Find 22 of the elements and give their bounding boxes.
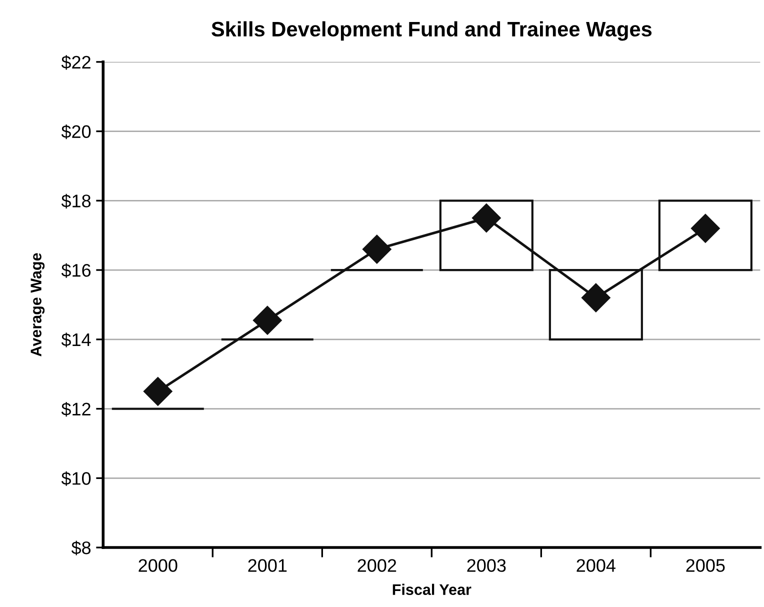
point (472, 204, 501, 232)
y-tick-label: $12 (61, 402, 90, 417)
point (143, 376, 172, 406)
chart-title: Skills Development Fund and Trainee Wages (212, 21, 652, 41)
y-tick-label: $8 (71, 540, 91, 556)
bar (548, 268, 643, 340)
y-tick-label: $20 (61, 124, 91, 140)
x-tick-label: 2000 (138, 559, 178, 572)
point (362, 234, 392, 264)
y-axis-title: Average Wage (30, 253, 45, 356)
x-tick-label: 2004 (576, 559, 616, 572)
y-tick-label: $10 (61, 471, 91, 486)
y-tick-label: $18 (61, 194, 91, 208)
x-tick-label: 2002 (358, 559, 396, 572)
x-tick-label: 2003 (467, 559, 506, 572)
x-tick-label: 2005 (686, 559, 725, 572)
x-tick-label: 2001 (248, 559, 287, 572)
point (252, 306, 282, 335)
y-tick-label: $14 (61, 332, 91, 348)
y-tick-label: $16 (61, 263, 91, 278)
x-axis-title: Fiscal Year (392, 584, 472, 596)
y-tick-label: $22 (61, 55, 90, 70)
